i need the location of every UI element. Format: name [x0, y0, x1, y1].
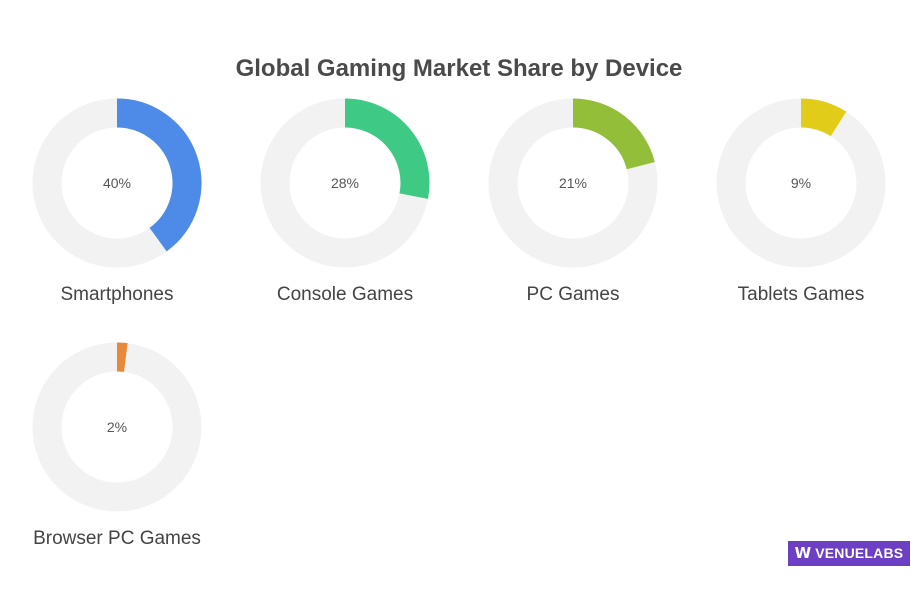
category-label-console-games: Console Games	[277, 284, 413, 305]
donut-slice-tablets-games	[800, 98, 847, 137]
donut-pc-games: 21% PC Games	[488, 98, 658, 305]
donut-tablets-games: 9% Tablets Games	[716, 98, 886, 305]
venuelabs-logo: W VENUELABS	[788, 541, 910, 566]
value-label-console-games: 28%	[331, 175, 359, 191]
value-label-pc-games: 21%	[559, 175, 587, 191]
value-label-smartphones: 40%	[103, 175, 131, 191]
donut-slice-console-games	[344, 98, 430, 199]
donut-console-games: 28% Console Games	[260, 98, 430, 305]
venuelabs-v-icon: W	[794, 544, 812, 562]
donut-slice-pc-games	[572, 98, 655, 170]
category-label-pc-games: PC Games	[527, 284, 620, 305]
category-label-tablets-games: Tablets Games	[738, 284, 865, 305]
donut-browser-pc-games: 2% Browser PC Games	[32, 342, 202, 549]
category-label-browser-pc-games: Browser PC Games	[33, 528, 201, 549]
value-label-browser-pc-games: 2%	[107, 419, 127, 435]
donut-smartphones: 40% Smartphones	[32, 98, 202, 305]
donut-slice-smartphones	[116, 98, 202, 252]
logo-text: VENUELABS	[815, 545, 904, 561]
donuts-layer: 40% Smartphones 28% Console Games 21% PC Game…	[32, 98, 886, 549]
chart-title: Global Gaming Market Share by Device	[236, 55, 683, 82]
category-label-smartphones: Smartphones	[60, 284, 173, 305]
donut-slice-browser-pc-games	[116, 342, 128, 372]
value-label-tablets-games: 9%	[791, 175, 811, 191]
